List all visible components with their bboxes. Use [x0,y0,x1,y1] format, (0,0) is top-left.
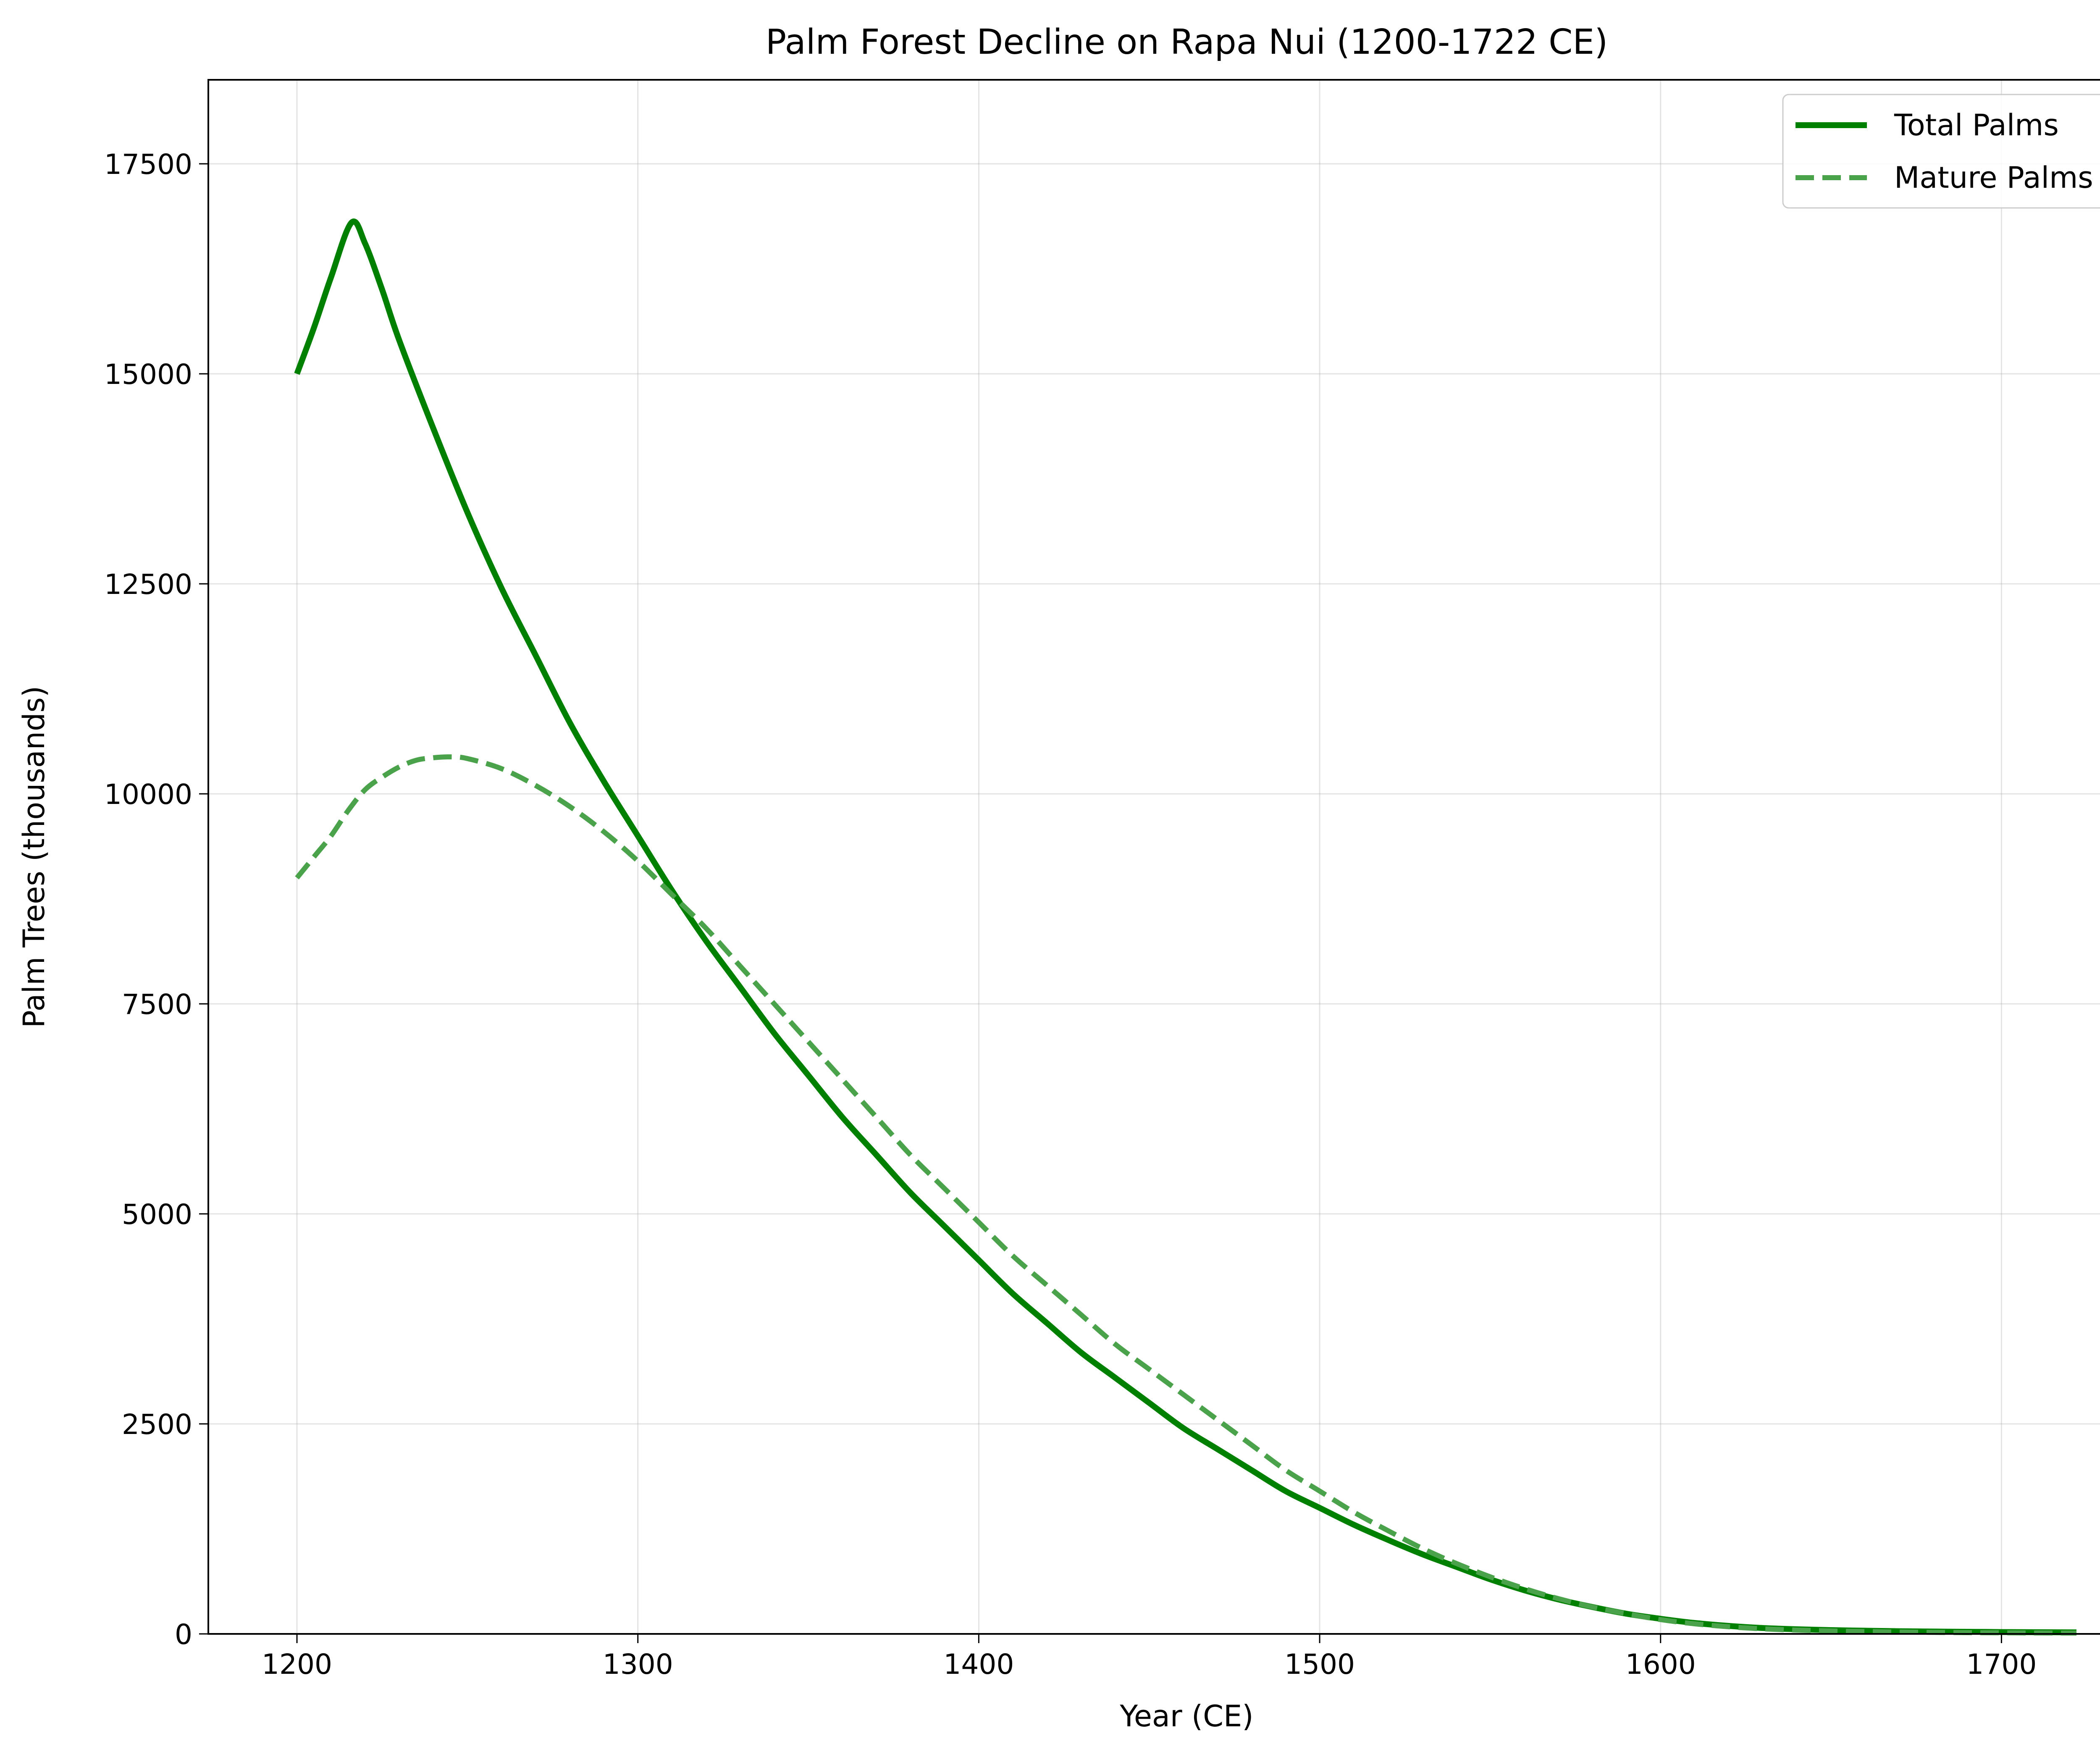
y-tick-label: 0 [175,1618,192,1651]
x-axis-label: Year (CE) [1119,1699,1253,1733]
x-tick-label: 1700 [1966,1648,2037,1681]
axis-ticks: 1200 1300 1400 1500 1600 1700 0 2500 5000 7500 100… [104,148,2037,1681]
legend-label-mature-palms: Mature Palms [1894,160,2093,195]
x-tick-label: 1400 [943,1648,1014,1681]
chart-title: Palm Forest Decline on Rapa Nui (1200-17… [766,22,1608,62]
y-tick-label: 2500 [122,1408,192,1441]
y-tick-label: 7500 [122,988,192,1021]
x-tick-label: 1200 [262,1648,332,1681]
y-tick-label: 12500 [104,568,192,601]
x-tick-label: 1500 [1284,1648,1355,1681]
x-tick-label: 1600 [1625,1648,1696,1681]
series-line-mature-palms [295,754,2077,1636]
y-tick-label: 15000 [104,358,192,391]
legend-label-total-palms: Total Palms [1894,108,2059,142]
y-axis-label: Palm Trees (thousands) [17,686,51,1028]
y-tick-label: 5000 [122,1198,192,1231]
plot-area-frame [207,79,2100,1635]
y-tick-label: 17500 [104,148,192,181]
x-tick-label: 1300 [603,1648,673,1681]
series-lines [294,218,2077,1636]
legend: Total Palms Mature Palms [1782,94,2100,209]
y-tick-label: 10000 [104,778,192,811]
